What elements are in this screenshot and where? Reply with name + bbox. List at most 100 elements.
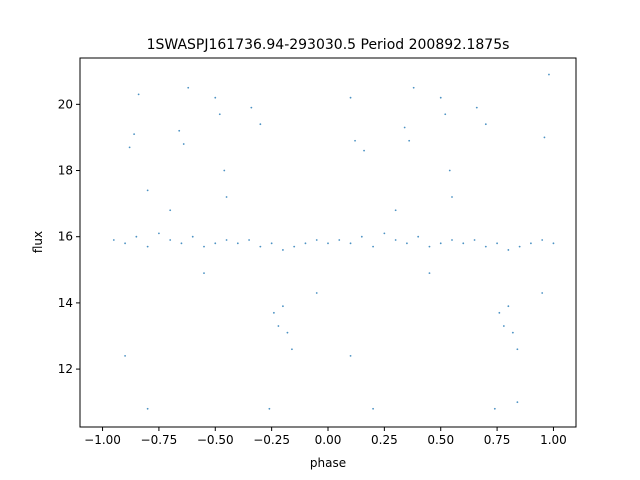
data-point [268, 407, 271, 410]
data-point [406, 242, 408, 245]
y-axis-label: flux [31, 231, 45, 253]
data-point [286, 331, 289, 334]
data-point [282, 249, 284, 251]
y-tick-label: 20 [58, 97, 73, 111]
data-point [304, 242, 307, 245]
data-point [394, 239, 397, 241]
data-point [417, 235, 420, 238]
data-point [282, 305, 284, 308]
data-point [451, 196, 453, 198]
x-tick-label: 0.25 [371, 433, 398, 447]
data-point [444, 113, 447, 116]
data-point [428, 272, 431, 275]
data-point [315, 239, 318, 241]
data-point [137, 93, 140, 96]
data-point [214, 96, 217, 99]
data-point [507, 249, 510, 251]
y-tick-label: 18 [58, 164, 73, 178]
data-point [372, 407, 374, 410]
data-point [451, 239, 453, 241]
y-axis-ticks: 12 14 16 18 20 [58, 97, 80, 376]
data-point [191, 235, 194, 238]
data-point [349, 96, 352, 99]
data-point [146, 189, 149, 192]
x-tick-label: −0.75 [141, 433, 178, 447]
data-point [203, 272, 205, 275]
data-point [530, 242, 532, 245]
data-point [169, 209, 172, 212]
data-point [187, 86, 190, 89]
x-tick-label: 0.75 [484, 433, 511, 447]
data-point [236, 242, 239, 245]
data-point [428, 245, 431, 248]
data-point [248, 239, 250, 241]
data-point [360, 235, 363, 238]
data-point [124, 354, 126, 357]
data-point [327, 242, 329, 245]
data-point [496, 242, 498, 245]
data-point [338, 239, 341, 241]
data-point [259, 245, 262, 248]
x-axis-label: phase [310, 456, 346, 470]
data-point [541, 292, 544, 294]
data-point [394, 209, 397, 212]
data-point [363, 149, 365, 152]
data-point [146, 407, 149, 410]
data-point [214, 242, 217, 245]
data-point [293, 245, 296, 248]
data-point [133, 133, 136, 136]
data-point [250, 106, 253, 109]
data-point [349, 242, 352, 245]
x-tick-label: 0.50 [427, 433, 454, 447]
data-point [349, 354, 352, 357]
data-point [475, 106, 478, 109]
data-point [291, 348, 293, 351]
data-point [225, 196, 228, 198]
data-point [516, 401, 519, 404]
data-point [225, 239, 228, 241]
data-point [412, 86, 415, 89]
data-point [439, 242, 442, 245]
data-point [511, 331, 514, 334]
data-point [354, 139, 356, 142]
data-point [493, 407, 496, 410]
y-tick-label: 12 [58, 362, 73, 376]
y-tick-label: 16 [58, 230, 73, 244]
data-point [272, 311, 275, 314]
data-point [259, 123, 262, 126]
data-point [543, 136, 546, 139]
data-point [146, 245, 149, 248]
x-tick-label: 1.00 [540, 433, 567, 447]
x-tick-label: 0.00 [315, 433, 342, 447]
x-axis-ticks: −1.00 −0.75 −0.50 −0.25 0.00 0.25 0.50 0.75 1.00 [84, 427, 567, 447]
data-point [112, 239, 115, 241]
x-tick-label: −0.25 [253, 433, 290, 447]
data-point [473, 239, 476, 241]
x-tick-label: −0.50 [197, 433, 234, 447]
x-tick-label: −1.00 [84, 433, 121, 447]
data-point [315, 292, 318, 294]
data-point [408, 139, 411, 142]
data-point [403, 126, 406, 129]
data-point [180, 242, 183, 245]
data-point [484, 123, 487, 126]
data-point [218, 113, 221, 116]
data-point [484, 245, 487, 248]
data-point [507, 305, 510, 308]
data-point [548, 73, 550, 76]
data-point [516, 348, 519, 351]
chart-title: 1SWASPJ161736.94-293030.5 Period 200892.… [147, 37, 510, 53]
data-point [541, 239, 544, 241]
data-point [169, 239, 172, 241]
data-point [178, 129, 181, 132]
data-point [518, 245, 521, 248]
data-points [112, 73, 555, 410]
data-point [448, 169, 451, 172]
data-point [124, 242, 126, 245]
data-point [135, 235, 138, 238]
data-point [552, 242, 555, 245]
data-point [498, 311, 501, 314]
data-point [223, 169, 226, 172]
